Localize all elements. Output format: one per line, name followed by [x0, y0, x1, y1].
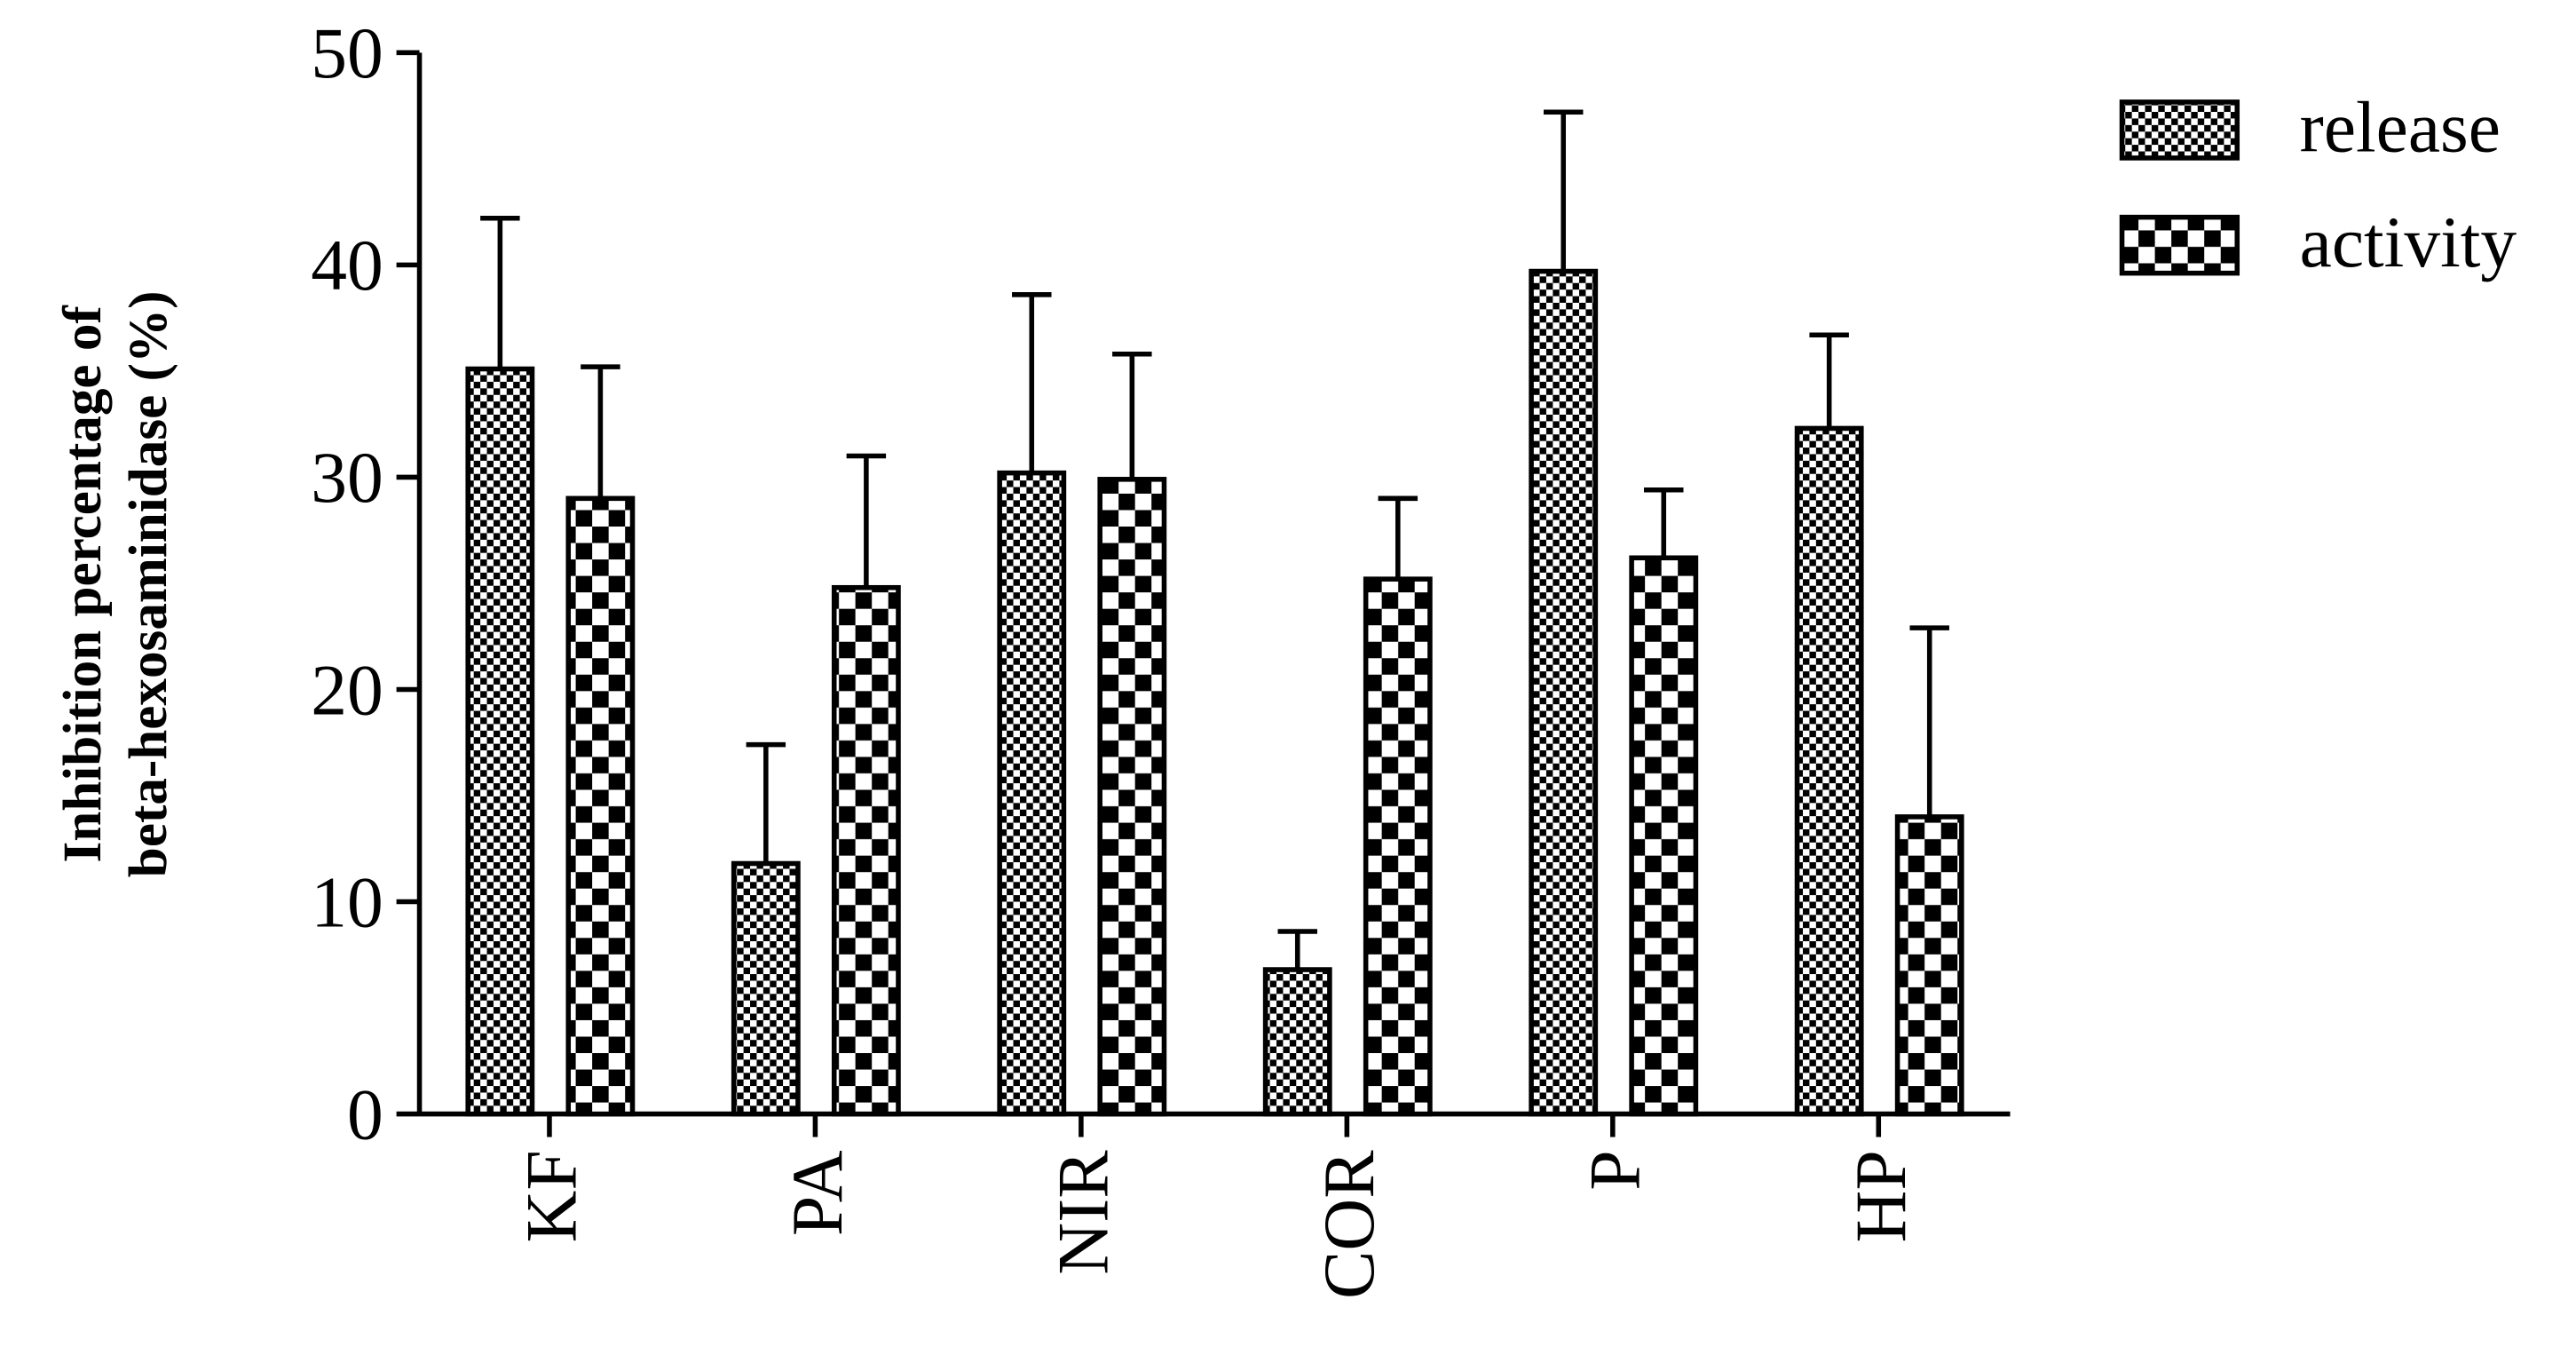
y-tick-label: 10 [311, 861, 383, 942]
x-tick-label: KF [511, 1150, 592, 1242]
y-tick-label: 0 [347, 1074, 383, 1154]
x-tick-label: HP [1840, 1150, 1921, 1242]
legend-swatch [2119, 99, 2240, 161]
x-tick-label: PA [777, 1150, 857, 1236]
y-axis-title-line: beta-hexosaminidase (%) [119, 291, 178, 878]
bar [1097, 477, 1167, 1117]
y-tick-label: 40 [311, 225, 383, 305]
x-tick-label: NIR [1043, 1150, 1124, 1275]
y-tick-label: 50 [311, 12, 383, 93]
y-tick-label: 20 [311, 649, 383, 730]
bar [731, 860, 801, 1117]
bar [1629, 555, 1699, 1117]
bar [1529, 268, 1599, 1117]
bar [1894, 814, 1964, 1117]
legend-swatch [2119, 214, 2240, 276]
bar [565, 495, 636, 1117]
bar [831, 584, 901, 1117]
legend-label: release [2300, 87, 2501, 168]
bar [465, 366, 535, 1117]
x-tick-label: P [1574, 1150, 1655, 1190]
bar [997, 470, 1067, 1117]
y-tick-label: 30 [311, 437, 383, 518]
legend-label: activity [2300, 202, 2517, 282]
bar [1262, 967, 1332, 1117]
x-tick-label: COR [1308, 1150, 1389, 1299]
y-axis-title-line: Inhibition percentage of [53, 305, 113, 863]
y-axis-title: Inhibition percentage of beta-hexosamini… [53, 291, 178, 878]
bar [1794, 425, 1864, 1117]
bar [1363, 576, 1433, 1117]
